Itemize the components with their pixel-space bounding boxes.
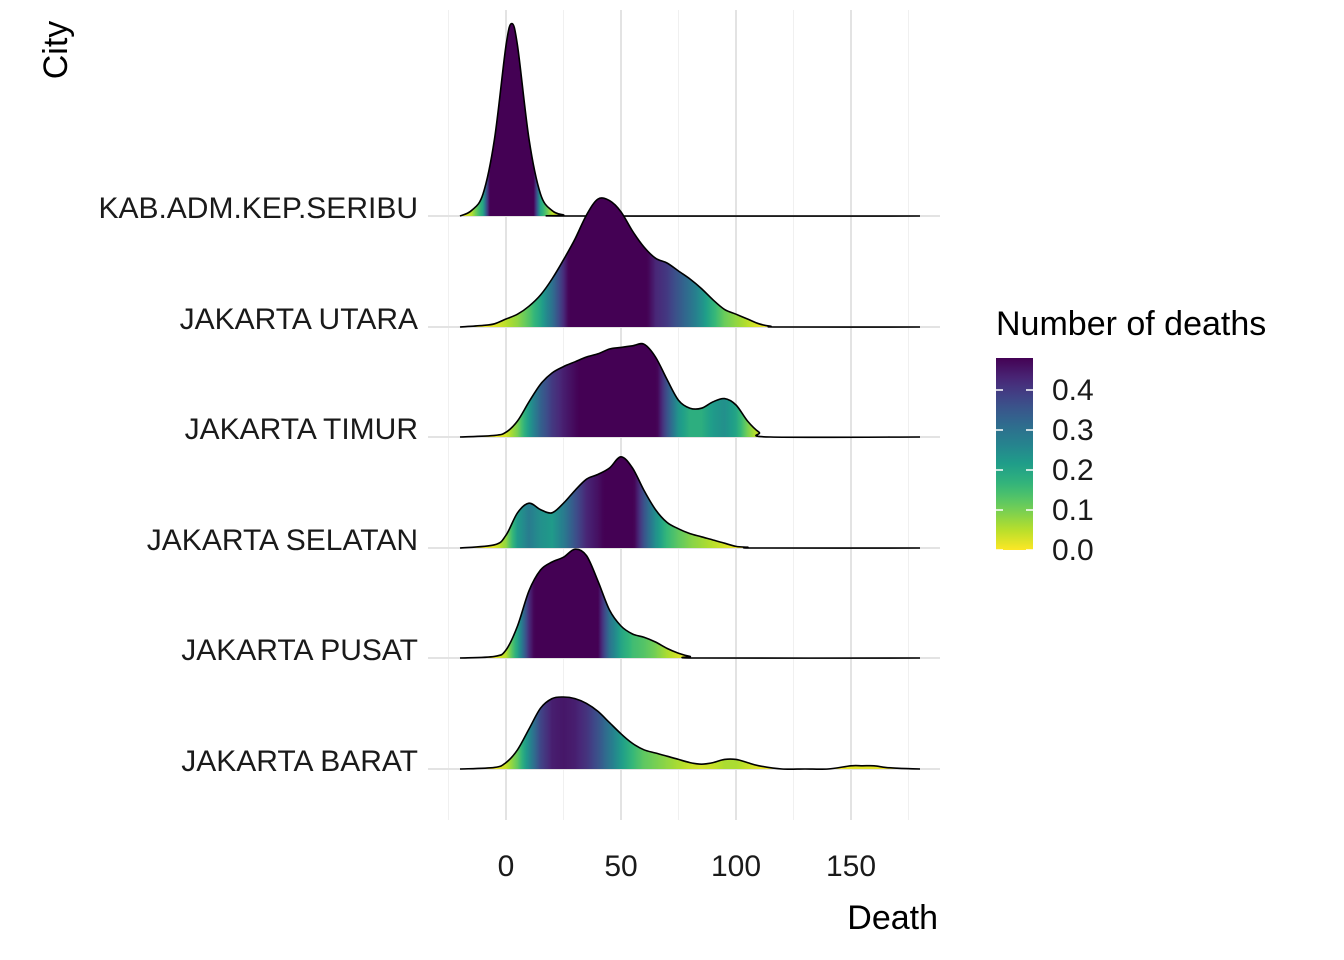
ridge-area-kab-adm-kep-seribu: [460, 23, 920, 217]
ridge-outline-jakarta-selatan: [459, 455, 921, 549]
ridge-area-jakarta-timur: [460, 343, 920, 438]
y-tick-label-jakarta-barat: JAKARTA BARAT: [181, 745, 418, 778]
legend-colorbar: [996, 358, 1033, 550]
legend-ticks: 0.0 0.1 0.2 0.3 0.4: [996, 374, 1094, 567]
x-tick-label: 150: [826, 850, 876, 883]
ridge-outline-jakarta-timur: [459, 342, 921, 439]
y-tick-label-kab-adm-kep-seribu: KAB.ADM.KEP.SERIBU: [98, 192, 418, 225]
x-tick-labels: 0 50 100 150: [498, 850, 876, 883]
ridge-area-jakarta-selatan: [460, 456, 920, 549]
ridge-jakarta-timur: [459, 342, 921, 439]
y-axis-title: City: [37, 21, 75, 80]
legend-tick-label: 0.2: [1052, 454, 1094, 487]
legend-tick-label: 0.4: [1052, 374, 1094, 407]
ridge-jakarta-utara: [459, 197, 921, 328]
legend-tick-label: 0.1: [1052, 494, 1094, 527]
x-tick-label: 100: [711, 850, 761, 883]
ridge-outline-jakarta-pusat: [459, 548, 921, 659]
ridge-outline-kab-adm-kep-seribu: [459, 22, 921, 217]
y-tick-label-jakarta-utara: JAKARTA UTARA: [180, 303, 418, 336]
ridge-area-jakarta-barat: [460, 696, 920, 770]
y-tick-label-jakarta-timur: JAKARTA TIMUR: [185, 413, 418, 446]
legend-title: Number of deaths: [996, 305, 1266, 343]
legend: Number of deaths 0.0 0.1 0.2 0.3 0.4: [996, 305, 1266, 567]
y-tick-label-jakarta-selatan: JAKARTA SELATAN: [147, 524, 418, 557]
x-tick-label: 0: [498, 850, 515, 883]
ridge-jakarta-pusat: [459, 548, 921, 659]
ridge-kab-adm-kep-seribu: [459, 22, 921, 217]
x-tick-label: 50: [604, 850, 637, 883]
ridge-area-jakarta-utara: [460, 197, 920, 328]
ridge-jakarta-barat: [459, 696, 921, 771]
legend-tick-label: 0.3: [1052, 414, 1094, 447]
x-axis-title: Death: [847, 899, 938, 937]
ridge-jakarta-selatan: [459, 455, 921, 549]
ridge-outline-jakarta-utara: [459, 197, 921, 328]
ridge-area-jakarta-pusat: [460, 549, 920, 659]
y-tick-label-jakarta-pusat: JAKARTA PUSAT: [181, 634, 418, 667]
ridges: [459, 22, 921, 771]
ridge-outline-jakarta-barat: [459, 696, 921, 771]
legend-tick-label: 0.0: [1052, 534, 1094, 567]
y-tick-labels: KAB.ADM.KEP.SERIBU JAKARTA UTARA JAKARTA T…: [98, 192, 418, 778]
